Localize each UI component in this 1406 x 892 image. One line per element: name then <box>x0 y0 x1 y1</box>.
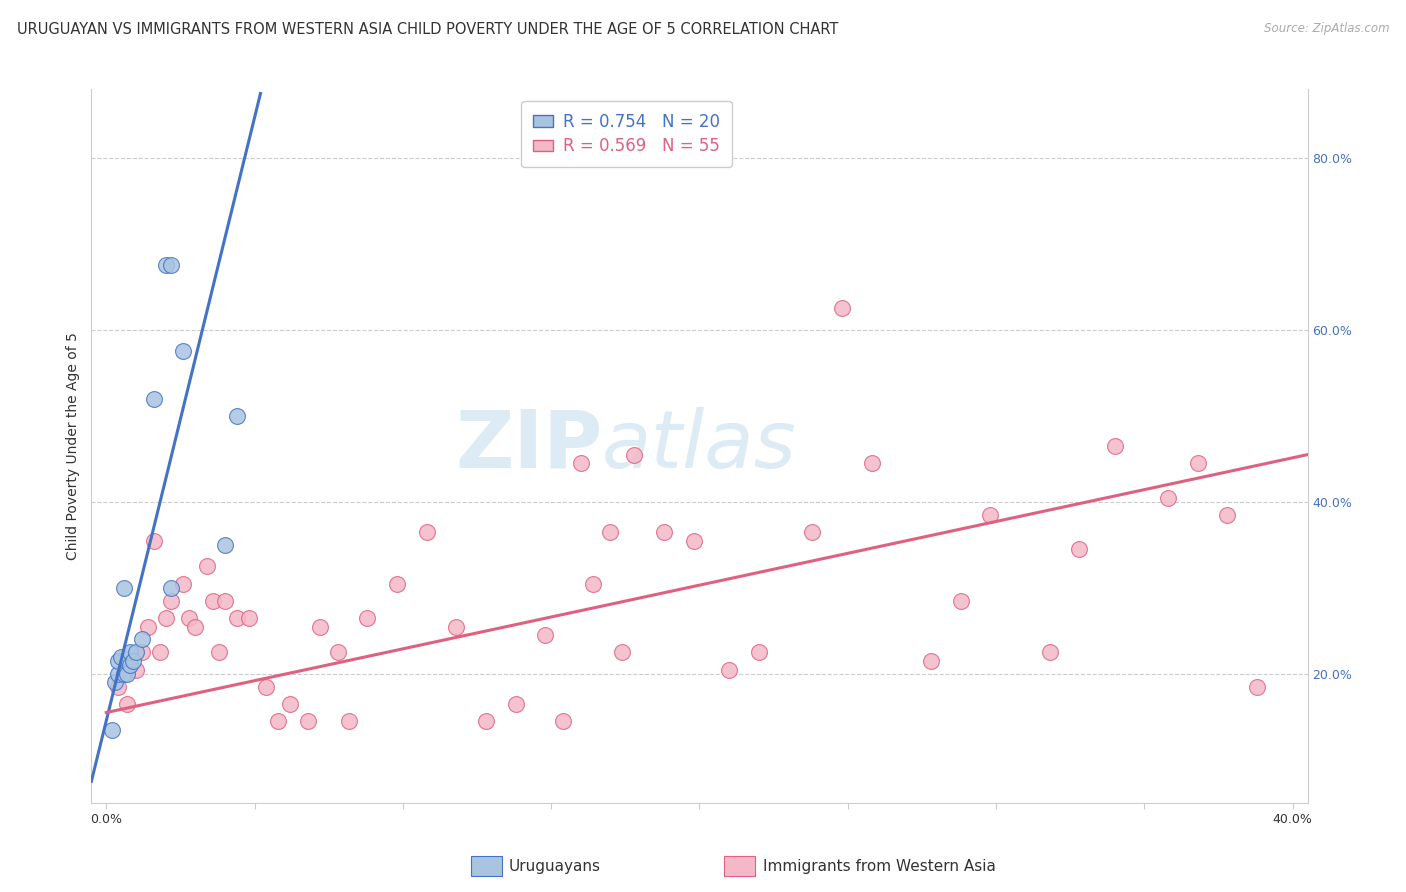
Point <box>801 524 824 539</box>
Point <box>112 581 135 595</box>
Point <box>534 628 557 642</box>
Point <box>107 666 129 681</box>
Point <box>831 301 853 316</box>
Point <box>179 611 201 625</box>
Point <box>122 654 145 668</box>
Point <box>415 524 437 539</box>
Point <box>682 533 704 548</box>
Point <box>748 645 770 659</box>
Point <box>107 680 129 694</box>
Text: Immigrants from Western Asia: Immigrants from Western Asia <box>763 859 997 873</box>
Point <box>326 645 349 659</box>
Point <box>475 714 498 728</box>
Point <box>118 645 141 659</box>
Point <box>110 649 132 664</box>
Point <box>505 697 527 711</box>
Point <box>339 714 361 728</box>
Point <box>225 409 247 423</box>
Point <box>582 576 605 591</box>
Point <box>155 611 177 625</box>
Point <box>444 619 467 633</box>
Point <box>979 508 1001 522</box>
Point <box>356 611 378 625</box>
Point <box>149 645 172 659</box>
Point <box>160 259 183 273</box>
Point <box>184 619 207 633</box>
Legend: R = 0.754   N = 20, R = 0.569   N = 55: R = 0.754 N = 20, R = 0.569 N = 55 <box>522 101 731 167</box>
Text: Uruguayans: Uruguayans <box>509 859 600 873</box>
Point <box>718 663 741 677</box>
Point <box>1038 645 1060 659</box>
Point <box>201 593 224 607</box>
Point <box>208 645 231 659</box>
Point <box>385 576 408 591</box>
Point <box>172 344 194 359</box>
Y-axis label: Child Poverty Under the Age of 5: Child Poverty Under the Age of 5 <box>66 332 80 560</box>
Point <box>142 392 165 406</box>
Text: Source: ZipAtlas.com: Source: ZipAtlas.com <box>1264 22 1389 36</box>
Point <box>155 259 177 273</box>
Text: atlas: atlas <box>602 407 797 485</box>
Point <box>225 611 247 625</box>
Point <box>214 538 236 552</box>
Point <box>920 654 942 668</box>
Point <box>172 576 194 591</box>
Point <box>308 619 330 633</box>
Point <box>297 714 319 728</box>
Point <box>267 714 290 728</box>
Point <box>131 645 153 659</box>
Point <box>112 666 135 681</box>
Point <box>1104 439 1126 453</box>
Point <box>1069 542 1091 557</box>
Point <box>107 654 129 668</box>
Point <box>623 448 645 462</box>
Point <box>860 456 883 470</box>
Point <box>254 680 277 694</box>
Point <box>104 675 127 690</box>
Point <box>1187 456 1209 470</box>
Point <box>569 456 592 470</box>
Point <box>115 666 138 681</box>
Point <box>142 533 165 548</box>
Point <box>652 524 675 539</box>
Point <box>160 581 183 595</box>
Point <box>125 663 148 677</box>
Point <box>136 619 159 633</box>
Point <box>612 645 634 659</box>
Point <box>949 593 972 607</box>
Point <box>131 632 153 647</box>
Text: ZIP: ZIP <box>456 407 602 485</box>
Point <box>125 645 148 659</box>
Point <box>1157 491 1180 505</box>
Text: URUGUAYAN VS IMMIGRANTS FROM WESTERN ASIA CHILD POVERTY UNDER THE AGE OF 5 CORRE: URUGUAYAN VS IMMIGRANTS FROM WESTERN ASI… <box>17 22 838 37</box>
Point <box>278 697 301 711</box>
Point <box>238 611 260 625</box>
Point <box>195 559 218 574</box>
Point <box>115 697 138 711</box>
Point <box>101 723 124 737</box>
Point <box>599 524 621 539</box>
Point <box>1246 680 1268 694</box>
Point <box>160 593 183 607</box>
Point <box>1216 508 1239 522</box>
Point <box>214 593 236 607</box>
Point <box>551 714 574 728</box>
Point <box>118 658 141 673</box>
